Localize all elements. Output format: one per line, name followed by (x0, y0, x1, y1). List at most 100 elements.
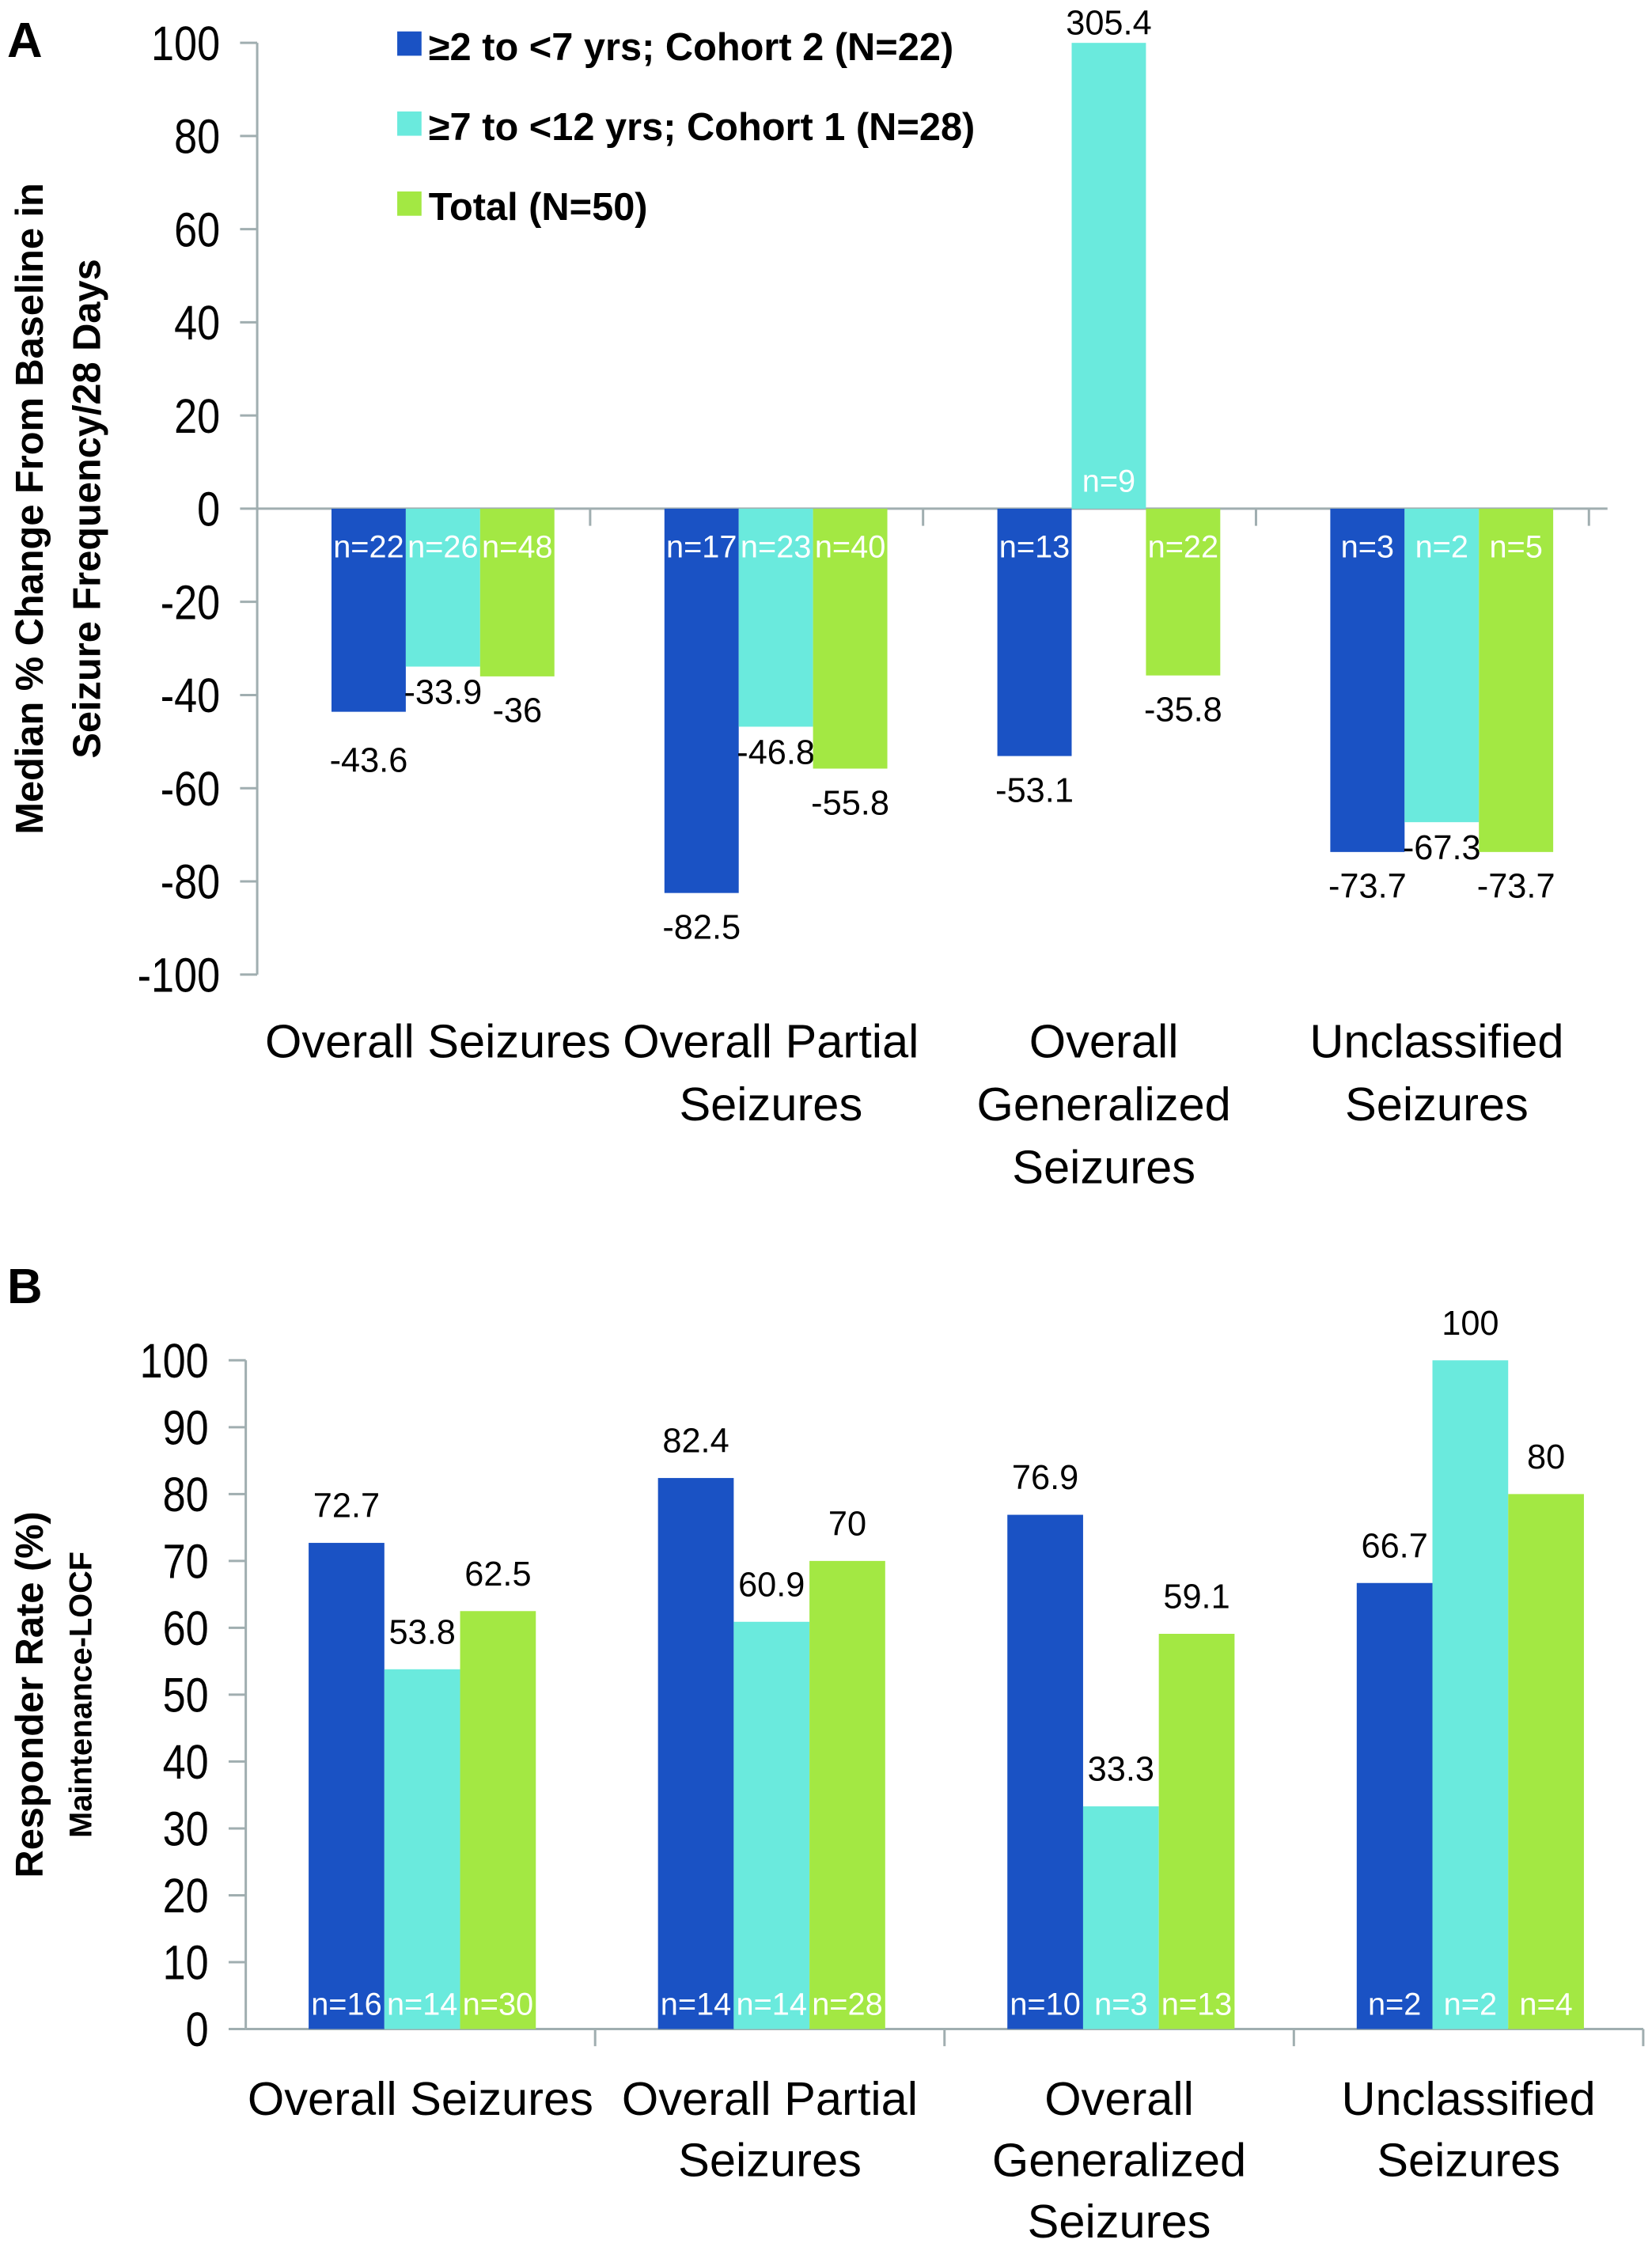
bar (1508, 1494, 1584, 2029)
bar (1356, 1582, 1433, 2029)
y-tick-label: 60 (174, 203, 220, 257)
legend: ≥2 to <7 yrs; Cohort 2 (N=22) ≥7 to <12 y… (397, 26, 975, 229)
bar (405, 508, 480, 667)
bar (1432, 1360, 1509, 2029)
y-tick-label: 90 (163, 1401, 209, 1456)
data-label: 62.5 (464, 1555, 531, 1593)
category-label: Unclassified (1342, 2072, 1596, 2125)
panel-letter: A (7, 13, 43, 68)
legend-swatch (397, 191, 422, 216)
y-tick-label: 100 (151, 17, 220, 71)
category-label: Overall (1029, 1014, 1179, 1067)
data-label: -46.8 (737, 733, 815, 771)
category-label: Overall Partial (623, 1014, 919, 1067)
data-label: 72.7 (313, 1487, 380, 1525)
bar (1007, 1514, 1083, 2029)
category-label: Generalized (992, 2134, 1246, 2187)
category-label: Seizures (1377, 2134, 1560, 2187)
data-label: 82.4 (662, 1423, 729, 1461)
n-label: n=30 (463, 1987, 533, 2022)
n-label: n=10 (1010, 1987, 1080, 2022)
n-label: n=40 (815, 529, 885, 564)
y-tick-label: 0 (186, 2003, 209, 2057)
n-label: n=9 (1082, 464, 1135, 498)
y-tick-label: -40 (161, 669, 220, 723)
y-tick-label: 20 (163, 1869, 209, 1923)
n-label: n=4 (1519, 1987, 1572, 2022)
n-label: n=16 (311, 1987, 381, 2022)
category-label: Overall Partial (622, 2072, 918, 2125)
y-axis-label-line2: Seizure Frequency/28 Days (66, 259, 108, 758)
data-label: -43.6 (330, 741, 408, 779)
data-label: -36 (492, 692, 542, 730)
bar (309, 1543, 385, 2029)
category-label: Seizures (1012, 1140, 1195, 1193)
y-tick-label: 30 (163, 1802, 209, 1857)
n-label: n=26 (407, 529, 478, 564)
bar (997, 508, 1072, 756)
data-label: -55.8 (811, 784, 889, 822)
data-label: -73.7 (1477, 868, 1555, 906)
data-label: -73.7 (1328, 868, 1407, 906)
data-label: 33.3 (1088, 1751, 1154, 1789)
data-label: -67.3 (1403, 829, 1481, 867)
chart-panel-a: A Median % Change From Baseline in Seizure… (7, 4, 1608, 1193)
y-tick-label: 60 (163, 1601, 209, 1656)
n-label: n=22 (1148, 529, 1218, 564)
data-label: 305.4 (1066, 4, 1151, 42)
n-label: n=5 (1489, 529, 1542, 564)
data-label: 66.7 (1361, 1527, 1427, 1565)
data-label: 70 (828, 1505, 866, 1543)
data-label: 100 (1442, 1305, 1499, 1343)
bar (809, 1560, 885, 2029)
data-label: 59.1 (1163, 1578, 1230, 1616)
bar (479, 508, 555, 676)
category-label: Overall Seizures (248, 2072, 593, 2125)
n-label: n=14 (387, 1987, 457, 2022)
n-label: n=2 (1368, 1987, 1421, 2022)
data-label: -82.5 (662, 908, 741, 946)
n-label: n=28 (812, 1987, 882, 2022)
n-label: n=17 (666, 529, 737, 564)
n-label: n=13 (1161, 1987, 1232, 2022)
y-axis-label-line2: Maintenance-LOCF (64, 1552, 99, 1838)
data-label: 80 (1527, 1438, 1565, 1476)
y-tick-label: 50 (163, 1669, 209, 1723)
category-label: Overall (1044, 2072, 1194, 2125)
bar (1158, 1634, 1235, 2029)
bar (813, 508, 888, 769)
y-tick-label: 20 (174, 389, 220, 444)
n-label: n=2 (1415, 529, 1468, 564)
y-tick-label: -20 (161, 575, 220, 630)
chart-panel-b: B Responder Rate (%) Maintenance-LOCF 100 90… (7, 1260, 1645, 2247)
y-tick-label: 80 (163, 1468, 209, 1522)
legend-swatch (397, 31, 422, 56)
category-label: Unclassified (1309, 1014, 1563, 1067)
n-label: n=23 (741, 529, 811, 564)
n-label: n=14 (661, 1987, 731, 2022)
category-label: Generalized (977, 1078, 1231, 1131)
n-label: n=48 (482, 529, 552, 564)
data-label: -35.8 (1144, 692, 1222, 729)
panel-letter: B (7, 1260, 43, 1314)
legend-label: Total (N=50) (429, 186, 648, 229)
y-axis-label: Median % Change From Baseline in Seizure … (9, 183, 108, 835)
y-axis-label-line1: Median % Change From Baseline in (9, 183, 51, 835)
data-label: 53.8 (389, 1613, 456, 1651)
category-label: Seizures (1028, 2195, 1211, 2247)
bar (738, 508, 813, 727)
y-axis-label-line1: Responder Rate (%) (9, 1511, 51, 1878)
category-label: Seizures (679, 1078, 862, 1131)
bar (384, 1669, 460, 2029)
category-label: Seizures (1345, 1078, 1529, 1131)
bar (733, 1621, 810, 2029)
bar (1404, 508, 1480, 823)
bar (1082, 1806, 1159, 2029)
data-label: 76.9 (1012, 1459, 1078, 1497)
data-label: 60.9 (738, 1566, 805, 1604)
n-label: n=14 (737, 1987, 807, 2022)
y-tick-label: -100 (138, 948, 220, 1002)
y-tick-label: 0 (197, 483, 220, 537)
n-label: n=13 (999, 529, 1070, 564)
